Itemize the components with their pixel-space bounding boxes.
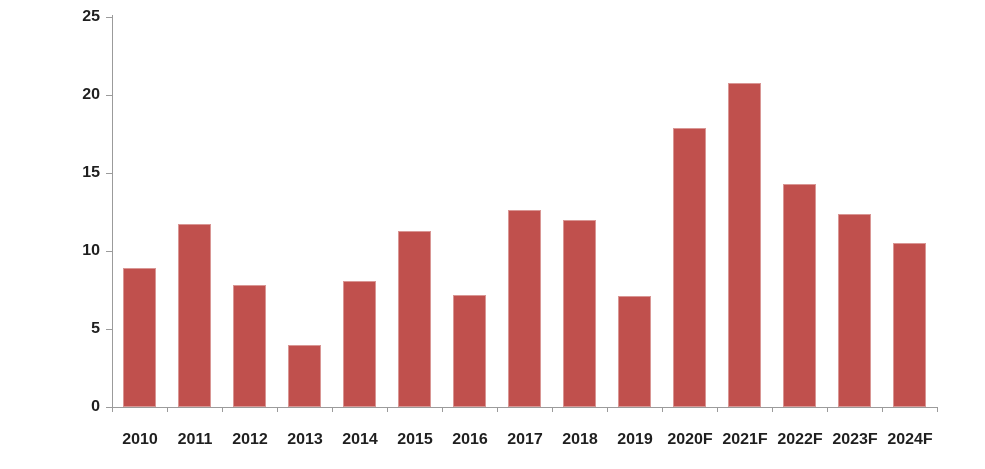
x-tick-mark — [442, 407, 443, 412]
x-axis-line — [112, 407, 938, 408]
bar-2023F — [838, 214, 871, 407]
y-tick-mark — [106, 407, 112, 408]
bar-2022F — [783, 184, 816, 407]
y-tick-mark — [106, 329, 112, 330]
y-tick-label: 15 — [82, 164, 100, 181]
bar-2017 — [508, 210, 541, 407]
x-tick-label: 2018 — [562, 431, 598, 448]
x-tick-label: 2016 — [452, 431, 488, 448]
bar-2013 — [288, 345, 321, 407]
y-tick-label: 0 — [91, 398, 100, 415]
bar-2016 — [453, 295, 486, 407]
x-tick-mark — [332, 407, 333, 412]
x-tick-mark — [552, 407, 553, 412]
x-tick-label: 2012 — [232, 431, 268, 448]
y-tick-mark — [106, 251, 112, 252]
x-tick-label: 2024F — [887, 431, 933, 448]
x-tick-mark — [772, 407, 773, 412]
x-tick-mark — [882, 407, 883, 412]
x-tick-mark — [827, 407, 828, 412]
x-tick-label: 2010 — [122, 431, 158, 448]
x-tick-label: 2011 — [177, 431, 213, 448]
bar-2010 — [123, 268, 156, 407]
bar-2014 — [343, 281, 376, 407]
bar-2020F — [673, 128, 706, 407]
x-tick-mark — [277, 407, 278, 412]
x-tick-label: 2017 — [507, 431, 543, 448]
bar-2021F — [728, 83, 761, 407]
y-tick-label: 20 — [82, 86, 100, 103]
y-tick-mark — [106, 95, 112, 96]
bar-2019 — [618, 296, 651, 407]
x-tick-mark — [167, 407, 168, 412]
x-tick-label: 2020F — [667, 431, 713, 448]
x-tick-mark — [112, 407, 113, 412]
x-tick-mark — [607, 407, 608, 412]
y-tick-label: 5 — [91, 320, 100, 337]
bar-2015 — [398, 231, 431, 407]
y-tick-mark — [106, 173, 112, 174]
y-tick-label: 10 — [82, 242, 100, 259]
y-tick-label: 25 — [82, 8, 100, 25]
x-tick-label: 2014 — [342, 431, 378, 448]
bar-2024F — [893, 243, 926, 407]
x-tick-label: 2013 — [287, 431, 323, 448]
x-tick-label: 2021F — [722, 431, 768, 448]
bar-2011 — [178, 224, 211, 407]
x-tick-label: 2015 — [397, 431, 433, 448]
x-tick-label: 2019 — [617, 431, 653, 448]
x-tick-mark — [387, 407, 388, 412]
x-tick-mark — [937, 407, 938, 412]
bar-2018 — [563, 220, 596, 407]
x-tick-mark — [497, 407, 498, 412]
x-tick-label: 2023F — [832, 431, 878, 448]
x-tick-label: 2022F — [777, 431, 823, 448]
x-tick-mark — [717, 407, 718, 412]
bar-2012 — [233, 285, 266, 407]
x-tick-mark — [222, 407, 223, 412]
x-tick-mark — [662, 407, 663, 412]
y-tick-mark — [106, 17, 112, 18]
y-axis-line — [112, 15, 113, 407]
